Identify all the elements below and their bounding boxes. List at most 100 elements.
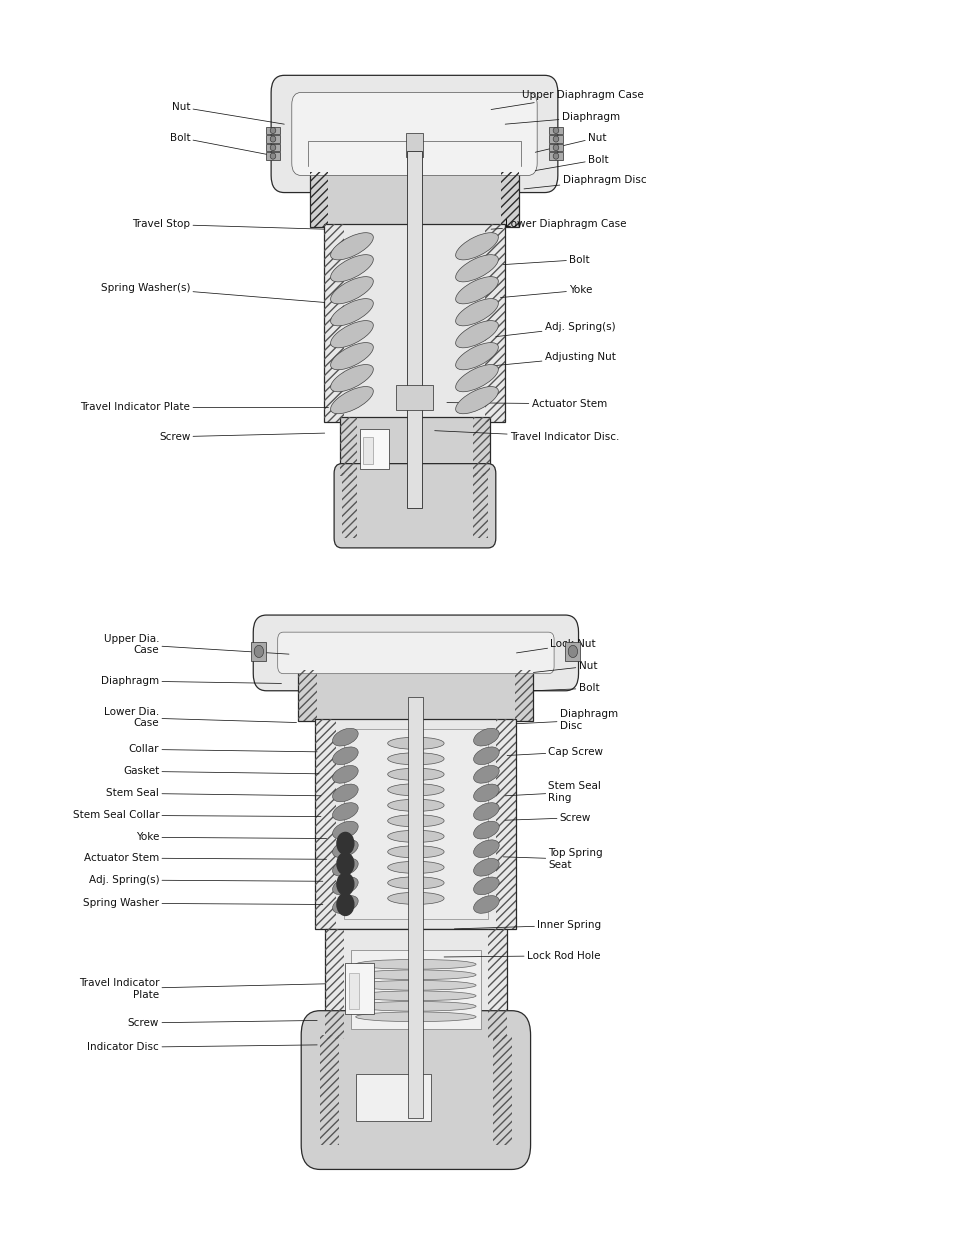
Text: Stem Seal
Ring: Stem Seal Ring: [505, 782, 600, 803]
Circle shape: [336, 873, 354, 895]
Ellipse shape: [331, 277, 373, 304]
Ellipse shape: [333, 784, 357, 802]
Ellipse shape: [387, 861, 444, 873]
Ellipse shape: [473, 784, 498, 802]
Ellipse shape: [473, 840, 498, 857]
Ellipse shape: [456, 254, 497, 282]
Bar: [323, 225, 344, 422]
Bar: [549, 144, 562, 151]
Ellipse shape: [333, 729, 357, 746]
Text: Travel Stop: Travel Stop: [132, 220, 324, 230]
Ellipse shape: [456, 321, 497, 348]
Ellipse shape: [568, 646, 577, 657]
Bar: [266, 136, 279, 143]
Ellipse shape: [387, 737, 444, 750]
Bar: [324, 929, 507, 1039]
Ellipse shape: [355, 981, 476, 990]
Bar: [395, 385, 433, 410]
Bar: [349, 973, 358, 1009]
Bar: [493, 1035, 511, 1145]
Text: Cap Screw: Cap Screw: [507, 747, 603, 757]
Ellipse shape: [331, 254, 373, 282]
Text: Lower Diaphragm Case: Lower Diaphragm Case: [491, 220, 626, 230]
Bar: [514, 671, 533, 721]
Ellipse shape: [456, 299, 497, 326]
Text: Indicator Disc: Indicator Disc: [88, 1042, 316, 1052]
Ellipse shape: [387, 830, 444, 842]
Ellipse shape: [270, 136, 275, 142]
Ellipse shape: [270, 144, 275, 151]
Circle shape: [336, 893, 354, 915]
Ellipse shape: [473, 803, 498, 820]
Bar: [319, 1035, 338, 1145]
Ellipse shape: [253, 646, 263, 657]
Ellipse shape: [333, 877, 357, 894]
Bar: [315, 719, 335, 929]
Ellipse shape: [333, 895, 357, 914]
Text: Diaphragm Disc: Diaphragm Disc: [523, 175, 645, 189]
Ellipse shape: [331, 299, 373, 326]
Text: Screw: Screw: [128, 1018, 316, 1028]
FancyBboxPatch shape: [271, 75, 558, 193]
Text: Bolt: Bolt: [503, 254, 589, 264]
Bar: [351, 950, 480, 1029]
Bar: [298, 671, 533, 721]
Bar: [266, 127, 279, 135]
Ellipse shape: [456, 232, 497, 259]
Text: Bolt: Bolt: [170, 132, 274, 156]
Ellipse shape: [387, 799, 444, 811]
FancyBboxPatch shape: [277, 632, 554, 673]
Bar: [496, 719, 516, 929]
Ellipse shape: [553, 127, 558, 133]
Text: Stem Seal Collar: Stem Seal Collar: [72, 810, 320, 820]
Circle shape: [336, 852, 354, 874]
Ellipse shape: [355, 1011, 476, 1021]
Bar: [549, 127, 562, 135]
Bar: [549, 136, 562, 143]
Ellipse shape: [387, 815, 444, 827]
Bar: [407, 151, 421, 508]
Text: Diaphragm: Diaphragm: [505, 112, 619, 125]
Ellipse shape: [333, 747, 357, 764]
Ellipse shape: [387, 846, 444, 858]
Bar: [565, 642, 579, 661]
Bar: [310, 172, 518, 227]
Bar: [484, 225, 505, 422]
Text: Bolt: Bolt: [535, 154, 608, 170]
Ellipse shape: [473, 821, 498, 839]
Ellipse shape: [456, 387, 497, 414]
Text: Travel Indicator
Plate: Travel Indicator Plate: [79, 978, 324, 999]
Bar: [355, 1074, 431, 1120]
Ellipse shape: [387, 784, 444, 795]
Ellipse shape: [473, 858, 498, 876]
Ellipse shape: [473, 877, 498, 894]
Ellipse shape: [333, 803, 357, 820]
Text: Upper Diaphragm Case: Upper Diaphragm Case: [491, 90, 643, 110]
Ellipse shape: [473, 895, 498, 914]
Text: Diaphragm: Diaphragm: [101, 676, 281, 685]
Bar: [298, 671, 316, 721]
Ellipse shape: [553, 144, 558, 151]
FancyBboxPatch shape: [334, 463, 496, 548]
Ellipse shape: [355, 1002, 476, 1011]
Text: Adj. Spring(s): Adj. Spring(s): [496, 322, 615, 337]
FancyBboxPatch shape: [292, 93, 537, 175]
Bar: [251, 642, 266, 661]
Circle shape: [336, 832, 354, 855]
Ellipse shape: [331, 364, 373, 391]
Text: Travel Indicator Plate: Travel Indicator Plate: [80, 403, 328, 412]
Bar: [310, 172, 328, 227]
Ellipse shape: [270, 153, 275, 159]
Text: Nut: Nut: [535, 132, 606, 152]
Ellipse shape: [456, 342, 497, 369]
Ellipse shape: [270, 127, 275, 133]
Ellipse shape: [473, 766, 498, 783]
Text: Collar: Collar: [129, 745, 316, 755]
Text: Upper Dia.
Case: Upper Dia. Case: [104, 634, 289, 655]
Bar: [324, 929, 343, 1039]
Text: Yoke: Yoke: [135, 832, 326, 842]
Text: Nut: Nut: [533, 662, 597, 672]
Text: Bolt: Bolt: [533, 683, 598, 693]
Text: Actuator Stem: Actuator Stem: [84, 853, 326, 863]
Bar: [363, 437, 373, 463]
